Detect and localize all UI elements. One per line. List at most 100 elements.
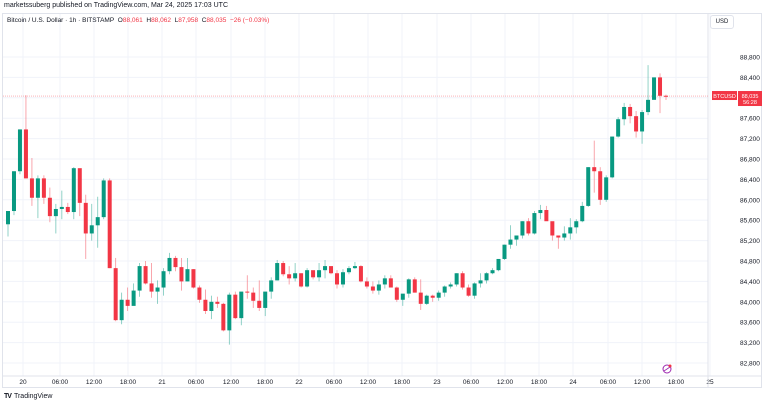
candle-body bbox=[424, 295, 429, 304]
candle-body bbox=[323, 266, 328, 271]
candle-body bbox=[646, 99, 651, 113]
candle-body bbox=[107, 180, 112, 269]
candle-body bbox=[586, 167, 591, 206]
price-tag bbox=[738, 91, 762, 107]
candle-body bbox=[95, 217, 100, 226]
candle-body bbox=[113, 268, 118, 321]
x-tick-label: 18:00 bbox=[257, 379, 274, 386]
candle-body bbox=[257, 300, 262, 308]
candle-body bbox=[370, 286, 375, 291]
symbol-tag bbox=[712, 91, 737, 101]
candle-body bbox=[442, 286, 447, 293]
price-tag-countdown: 56:28 bbox=[743, 100, 757, 106]
candle-body bbox=[131, 290, 136, 306]
y-tick-label: 84,400 bbox=[740, 279, 760, 286]
candle-body bbox=[556, 235, 561, 238]
candle-body bbox=[23, 129, 28, 179]
high-label: H bbox=[146, 17, 152, 24]
candle-body bbox=[364, 281, 369, 287]
candle-body bbox=[71, 168, 76, 213]
candle-body bbox=[197, 287, 202, 300]
candle-body bbox=[430, 295, 435, 298]
close-value: 88,035 bbox=[206, 17, 227, 24]
y-tick-label: 86,400 bbox=[740, 177, 760, 184]
currency-button[interactable]: USD bbox=[710, 15, 734, 29]
candle-body bbox=[311, 270, 316, 278]
candle-body bbox=[484, 273, 489, 281]
candle-body bbox=[245, 291, 250, 293]
x-tick-label: 12:00 bbox=[223, 379, 240, 386]
candle-body bbox=[640, 112, 645, 132]
x-tick-label: 06:00 bbox=[463, 379, 480, 386]
candle-body bbox=[580, 205, 585, 222]
candle-body bbox=[263, 291, 268, 308]
low-value: 87,958 bbox=[178, 17, 199, 24]
brand-name: TradingView bbox=[13, 393, 53, 400]
candle-body bbox=[652, 77, 657, 100]
candle-body bbox=[59, 206, 64, 209]
candle-body bbox=[454, 273, 459, 285]
candle-body bbox=[610, 136, 615, 178]
candle-body bbox=[592, 167, 597, 172]
candle-body bbox=[376, 284, 381, 291]
candle-body bbox=[293, 273, 298, 279]
candle-body bbox=[394, 287, 399, 300]
candle-body bbox=[251, 292, 256, 301]
candle-body bbox=[478, 280, 483, 284]
y-tick-label: 83,600 bbox=[740, 320, 760, 327]
publisher-line: marketssuberg published on TradingView.c… bbox=[4, 2, 228, 9]
candle-body bbox=[502, 244, 507, 259]
x-tick-label: 20 bbox=[19, 379, 27, 386]
candle-body bbox=[155, 287, 160, 292]
y-tick-label: 84,000 bbox=[740, 299, 760, 306]
chart-frame bbox=[2, 13, 762, 388]
y-tick-label: 83,200 bbox=[740, 340, 760, 347]
change-value: −26 (−0.03%) bbox=[229, 17, 270, 24]
candle-body bbox=[538, 210, 543, 214]
y-tick-label: 87,600 bbox=[740, 116, 760, 123]
candle-body bbox=[47, 197, 52, 217]
candle-body bbox=[329, 266, 334, 274]
candle-body bbox=[6, 211, 10, 225]
candle-body bbox=[41, 178, 46, 198]
candle-body bbox=[89, 225, 94, 234]
candle-body bbox=[466, 287, 471, 296]
candle-body bbox=[191, 269, 196, 288]
candle-body bbox=[490, 270, 495, 274]
y-tick-label: 88,800 bbox=[740, 55, 760, 62]
candle-body bbox=[227, 294, 232, 331]
candle-body bbox=[173, 257, 178, 268]
low-label: L bbox=[174, 17, 179, 24]
candle-body bbox=[406, 279, 411, 294]
x-tick-label: 25 bbox=[706, 379, 714, 386]
candle-body bbox=[400, 293, 405, 300]
candle-body bbox=[335, 273, 339, 285]
candle-body bbox=[496, 258, 501, 271]
candle-body bbox=[125, 299, 130, 306]
candle-body bbox=[161, 271, 166, 288]
candle-body bbox=[532, 213, 537, 234]
ohlc-legend: Bitcoin / U.S. Dollar · 1h · BITSTAMP O8… bbox=[7, 17, 269, 24]
x-tick-label: 18:00 bbox=[394, 379, 411, 386]
candle-body bbox=[436, 292, 441, 298]
event-marker-icon[interactable] bbox=[662, 364, 672, 374]
candle-body bbox=[628, 106, 633, 117]
x-tick-label: 18:00 bbox=[531, 379, 548, 386]
x-tick-label: 22 bbox=[295, 379, 303, 386]
candle-body bbox=[358, 266, 363, 282]
x-tick-label: 06:00 bbox=[326, 379, 343, 386]
candle-body bbox=[143, 266, 148, 284]
candle-body bbox=[209, 301, 214, 311]
candle-body bbox=[418, 292, 423, 304]
symbol-tag-text: BTCUSD bbox=[713, 94, 736, 100]
candle-body bbox=[544, 210, 549, 222]
candle-body bbox=[550, 221, 555, 236]
candle-body bbox=[634, 116, 639, 132]
x-tick-label: 18:00 bbox=[668, 379, 685, 386]
candle-body bbox=[526, 221, 531, 234]
open-value: 88,061 bbox=[122, 17, 143, 24]
candle-body bbox=[604, 177, 609, 200]
y-tick-label: 87,200 bbox=[740, 136, 760, 143]
candle-body bbox=[346, 268, 351, 273]
